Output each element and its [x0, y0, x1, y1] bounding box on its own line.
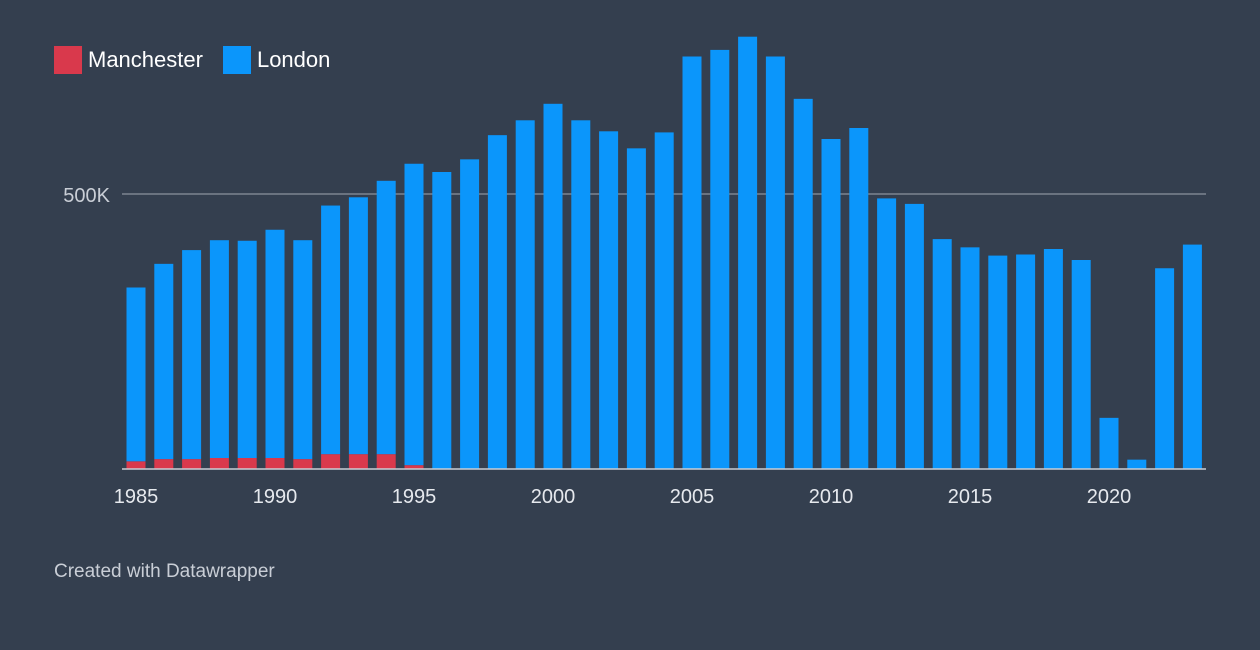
bar-london-2002	[599, 131, 619, 470]
bar-london-1997	[460, 159, 480, 469]
legend-label-london: London	[256, 47, 331, 72]
x-tick-label-1985: 1985	[114, 486, 159, 508]
bar-london-2022	[1155, 268, 1175, 469]
bar-london-1998	[487, 135, 507, 469]
bar-london-1987	[182, 250, 202, 460]
legend-item-london: London	[222, 46, 331, 74]
x-tick-label-2020: 2020	[1087, 486, 1132, 508]
x-tick-label-1995: 1995	[392, 486, 437, 508]
bar-manchester-1989	[237, 458, 257, 469]
bar-manchester-1985	[126, 461, 146, 469]
credit-text: Created with Datawrapper	[54, 561, 275, 582]
bar-london-1994	[376, 180, 396, 455]
bar-london-1995	[404, 163, 424, 466]
bar-london-2008	[765, 56, 785, 469]
bar-london-2009	[793, 98, 813, 469]
bar-london-2021	[1127, 459, 1147, 469]
x-tick-label-2005: 2005	[670, 486, 715, 508]
bar-london-2012	[877, 198, 897, 469]
bar-london-2004	[654, 132, 674, 469]
bar-london-2006	[710, 49, 730, 470]
bar-london-1991	[293, 240, 313, 460]
bar-manchester-1992	[321, 454, 341, 469]
bar-manchester-1995	[404, 465, 424, 469]
bar-manchester-1987	[182, 459, 202, 469]
bar-manchester-1986	[154, 459, 174, 469]
bar-manchester-1990	[265, 458, 285, 469]
bar-london-1986	[154, 263, 174, 460]
bar-london-2013	[904, 203, 924, 469]
bar-london-2016	[988, 255, 1008, 469]
legend-swatch-manchester	[54, 46, 82, 74]
bar-london-2003	[626, 148, 646, 469]
bar-london-2005	[682, 56, 702, 469]
bar-london-1989	[237, 240, 257, 458]
bar-london-2014	[932, 239, 952, 469]
x-tick-label-2015: 2015	[948, 486, 993, 508]
legend: Manchester London	[54, 46, 350, 74]
bar-london-1993	[348, 197, 368, 455]
bar-london-1990	[265, 229, 285, 458]
bar-manchester-1994	[376, 454, 396, 469]
bar-london-1992	[321, 205, 341, 455]
bar-london-2023	[1182, 244, 1202, 469]
legend-item-manchester: Manchester	[54, 46, 203, 74]
bar-london-2010	[821, 139, 841, 469]
bar-london-2017	[1016, 254, 1036, 469]
legend-swatch-london	[222, 46, 251, 74]
bar-london-2019	[1071, 260, 1091, 469]
bar-london-2018	[1043, 249, 1063, 469]
bar-london-1985	[126, 287, 146, 462]
bar-london-2011	[849, 128, 869, 469]
bar-london-1999	[515, 120, 535, 470]
x-tick-label-1990: 1990	[253, 486, 298, 508]
bar-london-2015	[960, 247, 980, 469]
bar-manchester-1991	[293, 459, 313, 469]
legend-label-manchester: Manchester	[88, 47, 203, 72]
bar-manchester-1993	[348, 454, 368, 469]
bar-london-2000	[543, 103, 563, 470]
bar-london-1988	[209, 240, 229, 458]
bar-london-2001	[571, 120, 591, 470]
x-tick-label-2000: 2000	[531, 486, 576, 508]
y-tick-label-0: 500K	[63, 185, 110, 207]
bar-london-1996	[432, 172, 452, 469]
bar-london-2007	[738, 36, 758, 469]
bar-manchester-1988	[209, 458, 229, 469]
x-tick-label-2010: 2010	[809, 486, 854, 508]
bar-london-2020	[1099, 417, 1119, 469]
